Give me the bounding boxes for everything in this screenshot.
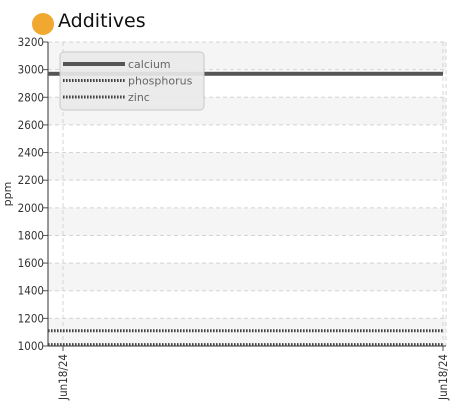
x-tick-label: Jun18/24 bbox=[436, 354, 450, 401]
y-tick-label: 2000 bbox=[18, 201, 44, 215]
y-tick-label: 1200 bbox=[18, 311, 44, 325]
legend: calcium phosphorus zinc bbox=[59, 51, 205, 111]
grid bbox=[48, 41, 447, 347]
legend-label-calcium: calcium bbox=[128, 58, 171, 71]
y-tick-label: 2600 bbox=[18, 118, 44, 132]
grid-band bbox=[48, 263, 446, 291]
y-tick-label: 1800 bbox=[18, 228, 44, 242]
y-tick-label: 3000 bbox=[18, 63, 44, 77]
legend-label-phosphorus: phosphorus bbox=[128, 75, 193, 88]
chart-title: Additives bbox=[32, 8, 146, 35]
y-tick-label: 1000 bbox=[18, 339, 44, 353]
y-axis-title: ppm bbox=[1, 182, 14, 207]
y-tick-label: 2400 bbox=[18, 146, 44, 160]
y-tick-label: 1400 bbox=[18, 284, 44, 298]
grid-band bbox=[48, 207, 446, 236]
y-tick-label: 2800 bbox=[18, 90, 44, 104]
y-tick-label: 3200 bbox=[18, 35, 44, 49]
y-tick-label: 2200 bbox=[18, 173, 44, 187]
chart-title-text: Additives bbox=[58, 10, 146, 32]
grid-band bbox=[48, 152, 446, 181]
y-tick-label: 1600 bbox=[18, 256, 44, 270]
x-tick-label: Jun18/24 bbox=[56, 354, 70, 401]
legend-label-zinc: zinc bbox=[128, 91, 150, 104]
axes: 1000 1200 1400 1600 1800 2000 2200 2400 2600 2800… bbox=[1, 35, 450, 401]
title-dot-icon bbox=[32, 13, 54, 35]
